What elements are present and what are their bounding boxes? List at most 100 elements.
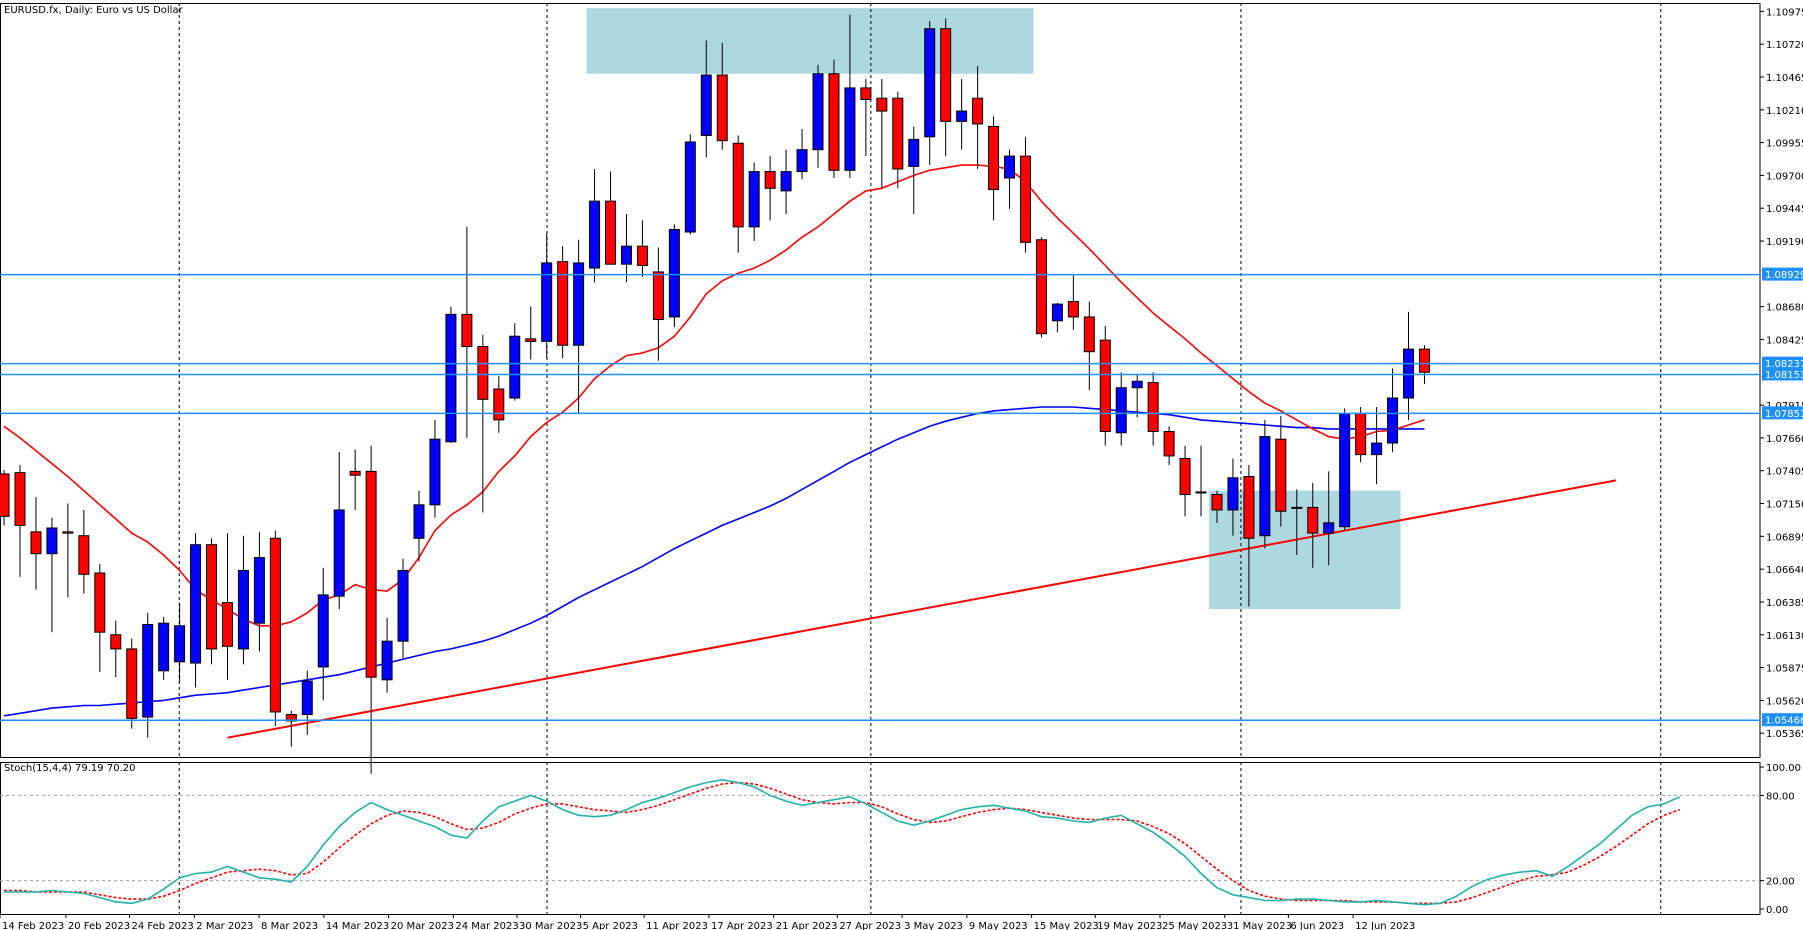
candle[interactable]	[1004, 149, 1016, 209]
candle[interactable]	[700, 40, 712, 158]
candle[interactable]	[860, 78, 872, 157]
candle[interactable]	[349, 449, 361, 510]
candle[interactable]	[541, 233, 553, 359]
candle[interactable]	[525, 306, 537, 360]
candle[interactable]	[1371, 407, 1383, 485]
candle[interactable]	[46, 517, 58, 633]
candle[interactable]	[1067, 274, 1079, 330]
candle[interactable]	[253, 531, 265, 652]
candle[interactable]	[62, 503, 74, 598]
candle[interactable]	[126, 638, 138, 729]
candle[interactable]	[30, 497, 42, 590]
price-level-tag: 1.08929	[1762, 267, 1803, 281]
candle[interactable]	[158, 616, 170, 680]
candle[interactable]	[1051, 302, 1063, 333]
candle[interactable]	[237, 535, 249, 665]
candle[interactable]	[1019, 136, 1031, 253]
candle[interactable]	[668, 224, 680, 328]
candle[interactable]	[0, 470, 10, 526]
candle[interactable]	[301, 670, 313, 736]
price-level-tag-label: 1.08929	[1765, 270, 1803, 281]
candle[interactable]	[429, 419, 441, 518]
candle[interactable]	[142, 612, 154, 738]
candle[interactable]	[1323, 471, 1335, 566]
main-price-panel[interactable]: 1.10975 1.10720 1.10465 1.10210 1.09955 1.097…	[0, 3, 1803, 774]
candle[interactable]	[1179, 445, 1191, 517]
candle-body	[94, 572, 106, 633]
candle[interactable]	[1147, 372, 1159, 446]
candle[interactable]	[461, 226, 473, 438]
candle[interactable]	[732, 135, 744, 253]
candle[interactable]	[892, 91, 904, 189]
candle[interactable]	[748, 162, 760, 242]
candle[interactable]	[190, 533, 202, 688]
candle[interactable]	[1307, 482, 1319, 568]
candle[interactable]	[1243, 464, 1255, 607]
candle[interactable]	[477, 334, 489, 513]
candle[interactable]	[956, 78, 968, 150]
candle[interactable]	[1259, 419, 1271, 549]
candle[interactable]	[397, 558, 409, 658]
candle[interactable]	[1339, 408, 1351, 531]
candle[interactable]	[828, 59, 840, 178]
candle[interactable]	[285, 710, 297, 747]
candle-body	[317, 594, 329, 668]
candle[interactable]	[1275, 416, 1287, 527]
candle[interactable]	[1355, 407, 1367, 463]
candle[interactable]	[1418, 345, 1430, 384]
candle[interactable]	[1035, 237, 1047, 338]
candle[interactable]	[589, 168, 601, 283]
candle[interactable]	[764, 156, 776, 221]
candle[interactable]	[493, 376, 505, 433]
candle[interactable]	[413, 490, 425, 562]
candle[interactable]	[908, 126, 920, 215]
candle[interactable]	[269, 530, 281, 727]
candle[interactable]	[78, 509, 90, 594]
candle[interactable]	[333, 452, 345, 610]
candle[interactable]	[844, 14, 856, 178]
candle[interactable]	[1115, 372, 1127, 446]
candle[interactable]	[1291, 489, 1303, 555]
candle[interactable]	[573, 239, 585, 414]
candle[interactable]	[94, 563, 106, 673]
candle-body	[764, 171, 776, 189]
candle[interactable]	[716, 42, 728, 150]
candle[interactable]	[620, 214, 632, 283]
date-axis-label: 3 May 2023	[904, 921, 963, 930]
candle[interactable]	[381, 618, 393, 693]
candle[interactable]	[1195, 445, 1207, 517]
candle[interactable]	[557, 246, 569, 359]
candle[interactable]	[1099, 325, 1111, 446]
candle[interactable]	[1403, 311, 1415, 420]
candle[interactable]	[110, 620, 122, 678]
candle[interactable]	[317, 567, 329, 701]
candle[interactable]	[1227, 458, 1239, 536]
candle[interactable]	[812, 64, 824, 168]
candle[interactable]	[780, 149, 792, 215]
candle[interactable]	[1131, 374, 1143, 418]
candle[interactable]	[652, 247, 664, 361]
candle[interactable]	[1387, 368, 1399, 453]
candle[interactable]	[221, 533, 233, 680]
candle[interactable]	[636, 220, 648, 278]
candle[interactable]	[876, 78, 888, 189]
candle[interactable]	[1163, 426, 1175, 465]
candle[interactable]	[605, 171, 617, 265]
candle[interactable]	[684, 134, 696, 235]
candle[interactable]	[14, 464, 26, 577]
candle[interactable]	[940, 18, 952, 157]
candle[interactable]	[924, 21, 936, 166]
candle[interactable]	[1083, 301, 1095, 391]
candle[interactable]	[365, 445, 377, 774]
trendline[interactable]	[227, 479, 1617, 739]
support-resistance-zone[interactable]	[586, 8, 1034, 74]
candle[interactable]	[988, 116, 1000, 221]
candle[interactable]	[1211, 490, 1223, 523]
candle[interactable]	[972, 66, 984, 169]
candle[interactable]	[206, 538, 218, 665]
candle[interactable]	[796, 129, 808, 180]
candle[interactable]	[174, 602, 186, 683]
stochastic-panel[interactable]: 100.00 80.00 20.00 0.00 14 Feb 2023 20 Feb 20…	[0, 762, 1801, 930]
candle[interactable]	[509, 323, 521, 401]
